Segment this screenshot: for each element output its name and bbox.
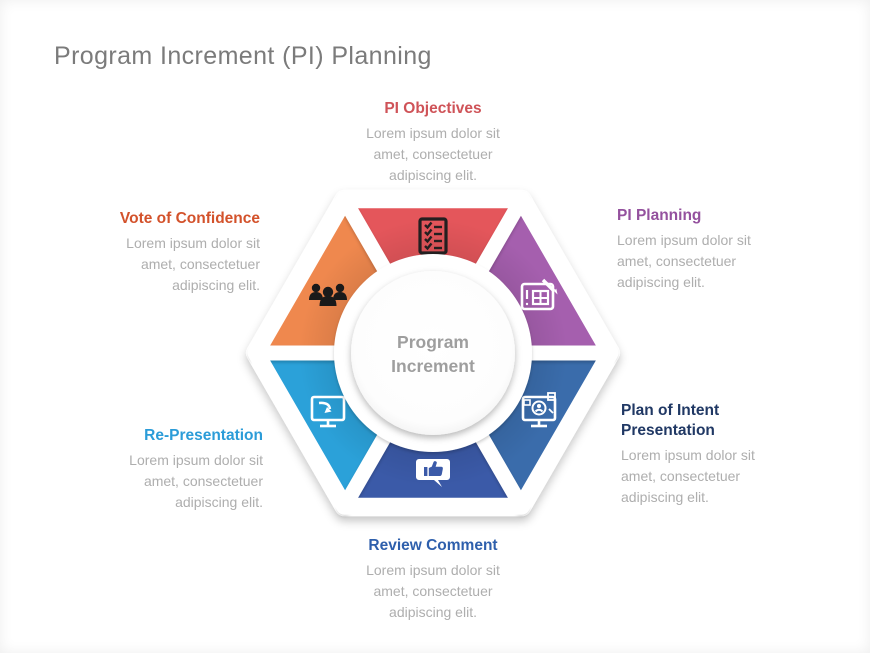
segment-title: Review Comment (368, 537, 498, 554)
text-block-vote-of-confidence: Vote of Confidence Lorem ipsum dolor sit… (98, 209, 260, 296)
checklist-icon (418, 217, 448, 255)
hexagon-frame (247, 191, 619, 515)
text-block-pi-planning: PI Planning Lorem ipsum dolor sit amet, … (617, 206, 787, 293)
segment-description: Lorem ipsum dolor sit amet, consectetuer… (366, 562, 500, 620)
segment-description: Lorem ipsum dolor sit amet, consectetuer… (366, 125, 500, 183)
segment-title: Re-Presentation (144, 427, 263, 444)
segment-title: Vote of Confidence (119, 210, 260, 227)
presentation-monitor-icon (521, 392, 557, 428)
segment-description: Lorem ipsum dolor sit amet, consectetuer… (621, 447, 755, 505)
center-circle (351, 271, 515, 435)
segment-title: PI Objectives (384, 100, 482, 117)
arrow-monitor-icon (310, 395, 346, 428)
center-label: Program Increment (391, 332, 475, 376)
thumbs-up-comment-icon (416, 459, 450, 487)
text-block-pi-objectives: PI Objectives Lorem ipsum dolor sit amet… (323, 99, 543, 186)
segment-title: PI Planning (617, 207, 702, 224)
segment-description: Lorem ipsum dolor sit amet, consectetuer… (129, 452, 263, 510)
segment-description: Lorem ipsum dolor sit amet, consectetuer… (617, 232, 751, 290)
hexagon-diagram (246, 189, 620, 517)
segment-description: Lorem ipsum dolor sit amet, consectetuer… (126, 235, 260, 293)
text-block-re-presentation: Re-Presentation Lorem ipsum dolor sit am… (105, 426, 263, 513)
segment-title: Plan of Intent Presentation (621, 402, 720, 439)
text-block-review-comment: Review Comment Lorem ipsum dolor sit ame… (323, 536, 543, 623)
page-title: Program Increment (PI) Planning (54, 42, 432, 70)
people-group-icon (309, 283, 347, 306)
text-block-plan-of-intent-presentation: Plan of Intent Presentation Lorem ipsum … (621, 401, 797, 508)
blueprint-pencil-icon (520, 278, 558, 311)
